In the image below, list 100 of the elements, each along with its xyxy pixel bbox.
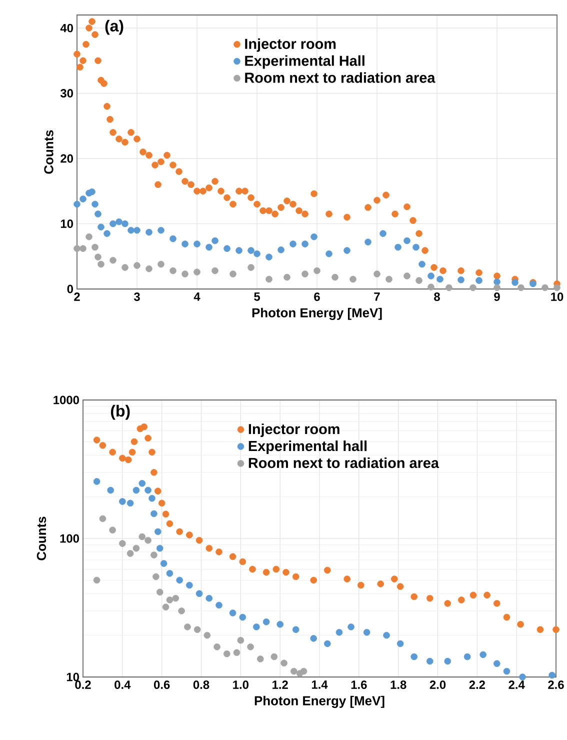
point	[247, 643, 254, 650]
point	[229, 610, 236, 616]
point	[386, 276, 392, 283]
point	[493, 660, 500, 667]
point	[256, 656, 264, 662]
point	[262, 618, 270, 626]
point	[212, 267, 218, 274]
point	[249, 566, 256, 573]
x-axis-title: Photon Energy [MeV]	[252, 308, 382, 320]
point	[410, 653, 418, 660]
x-tick-label: 0.2	[75, 680, 91, 689]
point	[280, 660, 288, 666]
point	[176, 528, 183, 536]
point	[554, 284, 560, 292]
point	[150, 510, 158, 518]
x-tick-label: 1.0	[233, 680, 248, 689]
x-tick-label: 10	[551, 292, 564, 301]
point	[93, 576, 100, 584]
point	[99, 515, 106, 522]
x-axis-title: Photon Energy [MeV]	[254, 696, 384, 708]
point	[282, 568, 290, 576]
point	[110, 256, 116, 264]
point	[80, 245, 86, 252]
point	[262, 568, 270, 576]
point	[426, 658, 434, 665]
point	[266, 276, 272, 283]
x-tick-label: 6	[314, 292, 320, 301]
point	[518, 284, 524, 292]
point	[166, 570, 174, 577]
x-tick-label: 2.2	[469, 680, 486, 689]
point	[178, 608, 185, 614]
point	[503, 668, 510, 675]
point	[146, 265, 152, 272]
point	[170, 235, 176, 242]
point	[223, 650, 230, 658]
point	[266, 254, 272, 260]
point	[134, 262, 140, 269]
point	[93, 436, 100, 444]
point	[122, 220, 128, 228]
point	[332, 274, 338, 281]
point	[148, 448, 156, 456]
point	[290, 240, 296, 248]
point	[182, 240, 188, 248]
point	[412, 244, 420, 251]
x-tick-label: 4	[194, 292, 200, 301]
point	[184, 624, 191, 630]
point	[348, 624, 354, 630]
point	[172, 594, 180, 602]
x-tick-label: 1.4	[312, 680, 328, 689]
x-tick-label: 0.4	[114, 680, 131, 689]
point	[383, 632, 390, 639]
point	[148, 494, 156, 502]
point	[292, 573, 300, 580]
point	[458, 596, 465, 604]
point	[154, 488, 162, 494]
point	[484, 592, 490, 599]
point	[224, 245, 230, 252]
x-tick-label: 0.6	[154, 680, 170, 689]
legend-label: Experimental hall	[248, 440, 367, 454]
point	[344, 247, 350, 254]
point	[216, 602, 222, 609]
point	[302, 240, 308, 248]
point	[196, 590, 203, 598]
point	[394, 244, 402, 251]
point	[134, 226, 140, 234]
point	[418, 260, 426, 268]
point	[186, 582, 193, 589]
point	[470, 284, 476, 292]
x-tick-label: 3	[134, 292, 140, 302]
point	[416, 277, 422, 284]
point	[109, 526, 116, 534]
point	[248, 247, 254, 254]
point	[86, 233, 92, 240]
point	[162, 510, 170, 518]
point	[206, 244, 212, 251]
point	[160, 560, 168, 567]
legend-label: Injector room	[245, 38, 336, 52]
point	[194, 240, 200, 248]
point	[156, 588, 164, 596]
point	[270, 653, 278, 660]
point	[494, 284, 500, 292]
point	[150, 469, 158, 476]
point	[158, 226, 164, 234]
point	[404, 272, 410, 280]
point	[128, 226, 134, 234]
point	[132, 544, 140, 552]
y-tick-label: 0	[67, 284, 73, 294]
point	[128, 448, 136, 456]
point	[239, 558, 246, 566]
annotation: (b)	[110, 404, 130, 420]
point	[548, 672, 556, 679]
x-tick-label: 2.4	[508, 680, 525, 689]
x-tick-label: 0.8	[193, 680, 210, 689]
point	[144, 536, 152, 544]
point	[493, 600, 500, 607]
legend-label: Room next to radiation area	[245, 72, 436, 83]
point	[152, 573, 160, 580]
point	[166, 520, 174, 528]
point	[186, 532, 193, 538]
point	[170, 267, 176, 274]
